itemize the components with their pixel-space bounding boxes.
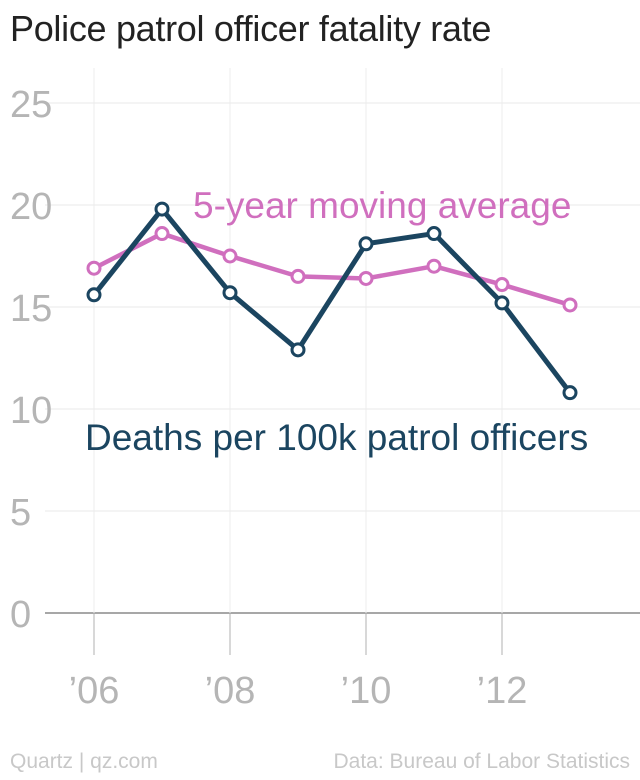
y-tick-label: 10 [10,390,52,432]
y-tick-label: 0 [10,594,31,636]
x-tick-label: ’12 [477,670,528,712]
moving-average-point [154,226,170,242]
moving-average-point [562,297,578,313]
deaths-point [358,236,374,252]
footer-data-source: Data: Bureau of Labor Statistics [333,750,631,773]
moving-average-point [358,270,374,286]
deaths-point [494,295,510,311]
moving-average-point [222,248,238,264]
y-tick-label: 20 [10,186,52,228]
y-tick-label: 25 [10,84,52,126]
x-axis-tick-labels: ’06 ’08 ’10 ’12 [69,670,528,712]
x-tick-label: ’10 [341,670,392,712]
deaths-point [426,226,442,242]
x-tick-label: ’08 [205,670,256,712]
moving-average-series-line [91,231,573,308]
deaths-series-line [91,206,573,396]
deaths-point [222,285,238,301]
deaths-point [290,342,306,358]
moving-average-point [426,258,442,274]
series-lines [86,201,578,401]
y-tick-label: 5 [10,492,31,534]
x-tick-label: ’06 [69,670,120,712]
y-tick-label: 15 [10,288,52,330]
deaths-point [154,201,170,217]
y-axis-tick-labels: 0 5 10 15 20 25 [10,84,52,636]
grid-lines [45,68,640,655]
moving-average-point [494,277,510,293]
moving-average-point [86,260,102,276]
chart-title: Police patrol officer fatality rate [10,8,492,49]
deaths-label: Deaths per 100k patrol officers [85,417,588,458]
moving-average-label: 5-year moving average [193,185,571,226]
series-labels: 5-year moving average Deaths per 100k pat… [85,185,588,458]
footer-brand: Quartz | qz.com [10,750,158,773]
deaths-point [562,385,578,401]
deaths-point [86,287,102,303]
moving-average-point [290,268,306,284]
